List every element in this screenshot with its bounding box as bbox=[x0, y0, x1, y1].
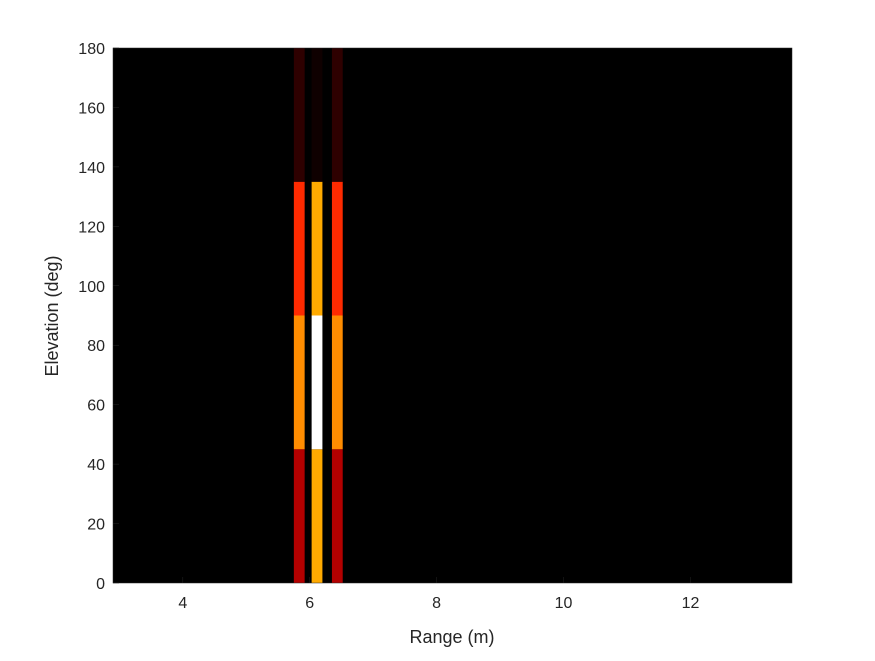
y-tick-label: 120 bbox=[78, 219, 105, 236]
heatmap-cell bbox=[311, 181, 323, 316]
heatmap-cell bbox=[331, 315, 343, 450]
heatmap-cell bbox=[293, 449, 305, 583]
y-tick-label: 160 bbox=[78, 100, 105, 117]
y-tick-label: 40 bbox=[87, 457, 105, 474]
heatmap-cell bbox=[311, 449, 323, 583]
plot-border bbox=[112, 47, 793, 584]
heatmap-cell bbox=[311, 315, 323, 450]
x-tick-label: 12 bbox=[682, 595, 700, 612]
y-tick-label: 0 bbox=[96, 576, 105, 593]
y-tick-label: 140 bbox=[78, 160, 105, 177]
plot-area bbox=[113, 48, 792, 583]
y-axis-ticks: 0 20 40 60 80 100 120 140 160 180 bbox=[78, 41, 119, 593]
x-axis-label: Range (m) bbox=[409, 627, 494, 647]
x-tick-label: 4 bbox=[178, 595, 187, 612]
y-axis-label: Elevation (deg) bbox=[42, 255, 62, 376]
x-axis-ticks: 4 6 8 10 12 bbox=[178, 577, 699, 612]
y-tick-label: 180 bbox=[78, 41, 105, 58]
heatmap-cell bbox=[293, 315, 305, 450]
y-tick-label: 80 bbox=[87, 338, 105, 355]
heatmap-cell bbox=[311, 48, 323, 182]
heatmap-cell bbox=[331, 449, 343, 583]
y-tick-label: 20 bbox=[87, 517, 105, 534]
x-tick-label: 10 bbox=[555, 595, 573, 612]
heatmap-cells bbox=[293, 48, 343, 583]
x-tick-label: 8 bbox=[432, 595, 441, 612]
heatmap-cell bbox=[331, 48, 343, 182]
y-tick-label: 60 bbox=[87, 398, 105, 415]
heatmap-cell bbox=[331, 181, 343, 316]
y-tick-label: 100 bbox=[78, 279, 105, 296]
heatmap-cell bbox=[293, 48, 305, 182]
heatmap-cell bbox=[293, 181, 305, 316]
x-tick-label: 6 bbox=[305, 595, 314, 612]
